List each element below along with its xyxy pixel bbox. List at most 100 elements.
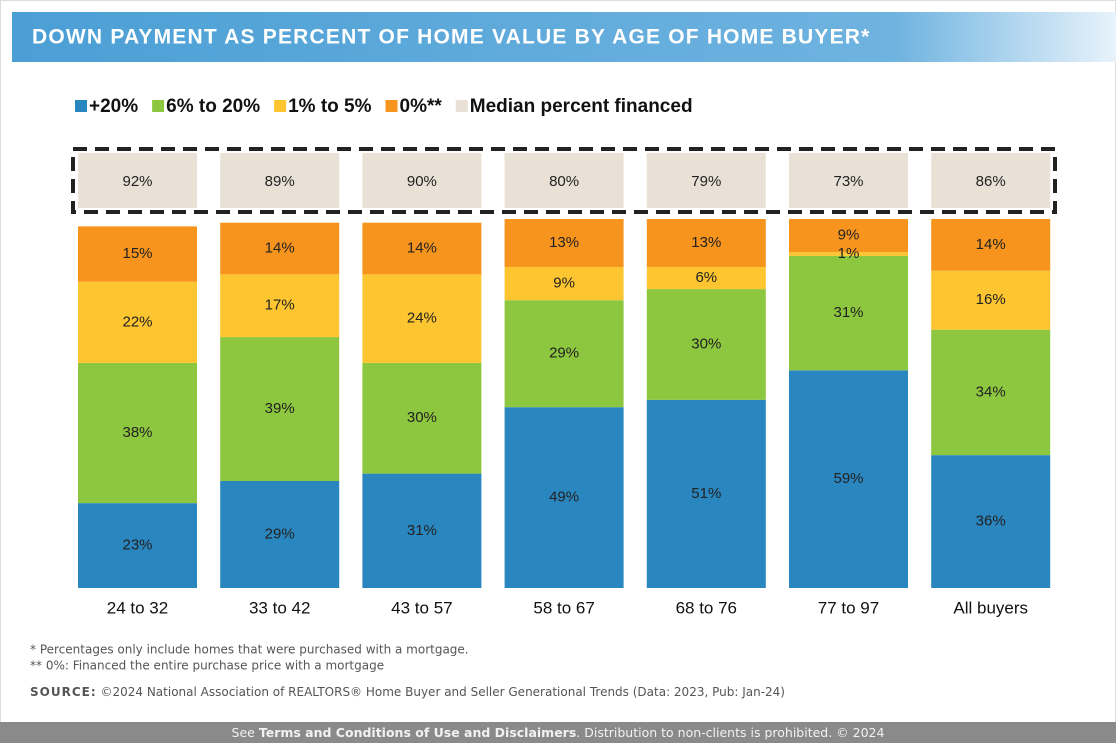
bar-segment: [931, 455, 1051, 588]
legend-label: Median percent financed: [470, 96, 693, 117]
data-label: 31%: [833, 304, 863, 321]
legend-label: 1% to 5%: [288, 96, 372, 117]
footer: See Terms and Conditions of Use and Disc…: [232, 725, 885, 740]
data-label: 31%: [407, 522, 437, 539]
x-tick-label: 58 to 67: [533, 598, 594, 617]
x-tick-label: 24 to 32: [107, 598, 168, 617]
data-label: 13%: [691, 234, 721, 251]
bar-segment: [220, 274, 340, 338]
data-label: 29%: [549, 345, 579, 362]
source: SOURCE: ©2024 National Association of RE…: [30, 685, 785, 699]
legend: +20% 6% to 20% 1% to 5% 0%** Median percent …: [75, 96, 693, 117]
data-label: 51%: [691, 485, 721, 502]
median-label: 79%: [691, 173, 721, 190]
data-label: 1%: [838, 245, 860, 262]
legend-label: 6% to 20%: [166, 96, 260, 117]
median-cell: [646, 153, 766, 208]
x-tick-label: 68 to 76: [676, 598, 737, 617]
legend-swatch: [385, 100, 398, 112]
median-cell: [78, 153, 197, 208]
x-tick-label: 33 to 42: [249, 598, 310, 617]
data-label: 14%: [976, 236, 1006, 253]
data-label: 9%: [838, 227, 860, 244]
legend-label: +20%: [89, 96, 138, 117]
footnote: ** 0%: Financed the entire purchase pric…: [30, 659, 384, 673]
bar-segment: [931, 219, 1051, 271]
data-label: 36%: [976, 513, 1006, 530]
bar-segment: [78, 362, 197, 504]
bar-segment: [789, 255, 908, 371]
data-label: 29%: [265, 525, 295, 542]
bar-segment: [362, 362, 482, 474]
data-label: 6%: [695, 269, 717, 286]
bar-segment: [504, 219, 624, 267]
bar-segment: [220, 480, 340, 588]
data-label: 22%: [122, 313, 152, 330]
bar-segment: [646, 266, 766, 290]
median-label: 86%: [976, 173, 1006, 190]
legend-swatch: [75, 100, 87, 112]
data-label: 14%: [407, 239, 437, 256]
footer-text: See: [232, 725, 259, 740]
data-label: 16%: [976, 291, 1006, 308]
median-cell: [931, 153, 1051, 208]
median-cell: [504, 153, 624, 208]
legend-swatch: [455, 100, 468, 112]
bar-segment: [789, 370, 908, 588]
bar-segment: [362, 473, 482, 588]
bar-segment: [220, 337, 340, 481]
bar-segment: [78, 281, 197, 363]
median-cell: [362, 153, 482, 208]
data-label: 24%: [407, 310, 437, 327]
bar-segment: [504, 266, 624, 301]
bar-segment: [789, 219, 908, 253]
median-cell: [789, 153, 908, 208]
data-label: 17%: [265, 297, 295, 314]
legend-swatch: [274, 100, 287, 112]
data-label: 49%: [549, 489, 579, 506]
footnote: * Percentages only include homes that we…: [30, 643, 469, 657]
data-label: 30%: [691, 335, 721, 352]
median-label: 90%: [407, 173, 437, 190]
data-label: 34%: [976, 383, 1006, 400]
bar-segment: [78, 226, 197, 282]
source-text: ©2024 National Association of REALTORS® …: [100, 685, 785, 699]
footer-bar: [0, 722, 1116, 743]
bar-segment: [362, 274, 482, 363]
footer-link[interactable]: Terms and Conditions of Use and Disclaim…: [259, 725, 576, 740]
bar-segment: [362, 222, 482, 275]
bar-segment: [504, 407, 624, 588]
median-label: 92%: [122, 173, 152, 190]
median-box: [71, 147, 1057, 214]
data-label: 9%: [553, 275, 575, 292]
data-label: 30%: [407, 409, 437, 426]
bar-segment: [931, 329, 1051, 456]
x-tick-label: All buyers: [953, 598, 1028, 617]
data-label: 23%: [122, 537, 152, 554]
header-bar: [12, 12, 1116, 62]
chart-title: DOWN PAYMENT AS PERCENT OF HOME VALUE BY…: [32, 26, 871, 49]
legend-label: 0%**: [400, 96, 443, 117]
bar-segment: [931, 270, 1051, 330]
bar-segment: [220, 222, 340, 275]
median-label: 89%: [265, 173, 295, 190]
data-label: 38%: [122, 424, 152, 441]
x-tick-label: 77 to 97: [818, 598, 879, 617]
data-label: 13%: [549, 234, 579, 251]
bar-segment: [646, 289, 766, 400]
bar-segment: [504, 300, 624, 408]
footer-text: . Distribution to non-clients is prohibi…: [576, 725, 884, 740]
data-label: 15%: [122, 245, 152, 262]
data-label: 14%: [265, 239, 295, 256]
data-label: 39%: [265, 400, 295, 417]
median-label: 80%: [549, 173, 579, 190]
source-label: SOURCE:: [30, 685, 97, 699]
median-label: 73%: [833, 173, 863, 190]
bar-segment: [789, 252, 908, 256]
bar-segment: [646, 219, 766, 267]
bar-segment: [78, 503, 197, 588]
data-label: 59%: [833, 470, 863, 487]
median-cell: [220, 153, 340, 208]
legend-swatch: [152, 100, 165, 112]
